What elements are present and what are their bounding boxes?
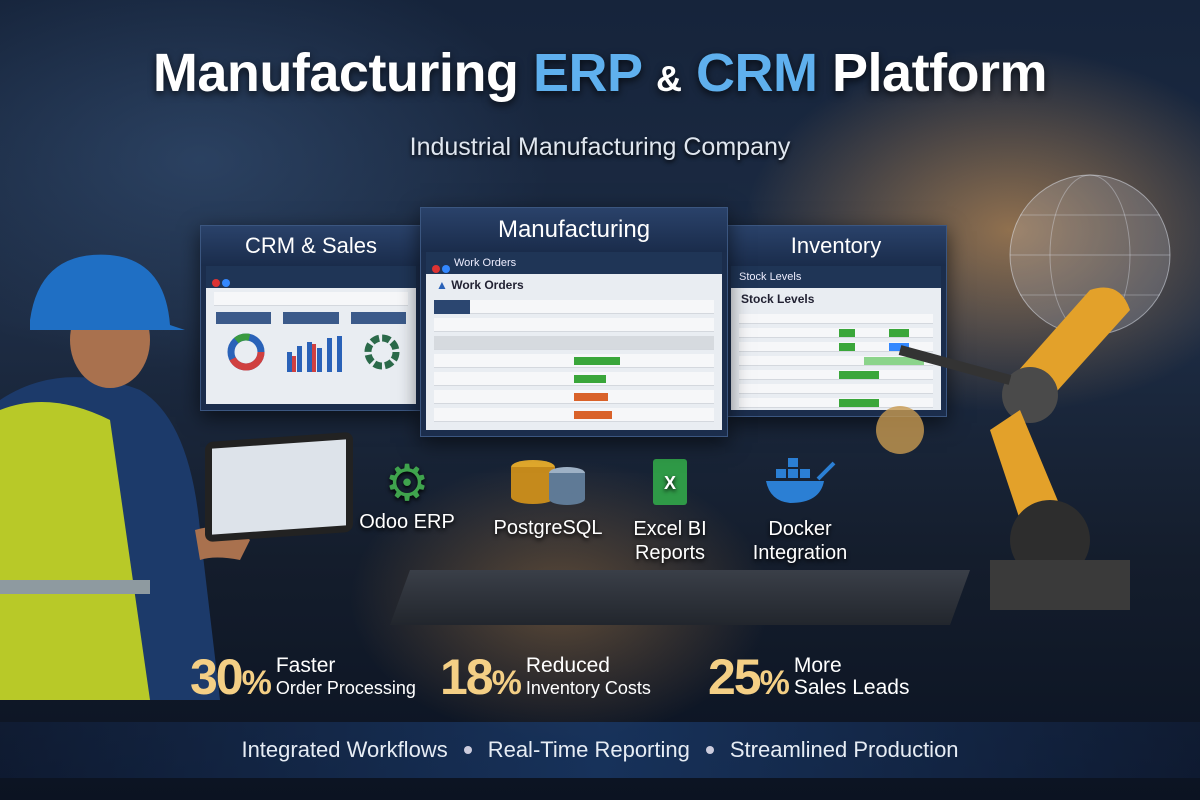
- ring-chart: [364, 334, 400, 370]
- table-row[interactable]: [434, 372, 714, 386]
- spreadsheet-icon: X: [653, 459, 687, 505]
- svg-text:X: X: [664, 473, 676, 493]
- features-band: Integrated Workflows Real-Time Reporting…: [0, 722, 1200, 778]
- bullet-icon: [463, 746, 472, 754]
- tech-odoo: ⚙ Odoo ERP: [352, 455, 462, 534]
- helmet-icon: [30, 254, 185, 330]
- inventory-panel: Inventory Stock Levels Stock Levels: [725, 225, 947, 417]
- charts: [216, 330, 406, 374]
- panel-title: Manufacturing: [421, 208, 727, 252]
- subtitle: Industrial Manufacturing Company: [409, 133, 791, 161]
- search-row[interactable]: [434, 300, 714, 314]
- bullet-icon: [705, 746, 714, 754]
- feature-item: Integrated Workflows: [241, 737, 448, 762]
- stat-inventory-costs: 18% Reduced Inventory Costs: [440, 649, 651, 705]
- donut-chart: [227, 333, 265, 371]
- bar-chart: [287, 336, 343, 372]
- page-title: Manufacturing ERP & CRM Platform: [152, 43, 1048, 103]
- tablet: [205, 431, 353, 543]
- feature-item: Streamlined Production: [729, 737, 959, 762]
- feature-item: Real-Time Reporting: [487, 737, 690, 762]
- stock-levels-heading: Stock Levels: [741, 292, 815, 306]
- work-orders-tab[interactable]: ▲ Work Orders: [436, 278, 524, 292]
- database-icon: [511, 460, 585, 505]
- gear-icon: ⚙: [384, 455, 430, 511]
- globe-icon: [1009, 174, 1171, 335]
- tech-docker: Docker Integration: [745, 455, 855, 565]
- table-row[interactable]: [434, 336, 714, 350]
- worker-illustration: [0, 254, 250, 700]
- stat-order-processing: 30% Faster Order Processing: [190, 649, 416, 705]
- table-row[interactable]: [434, 408, 714, 422]
- table-row[interactable]: [434, 354, 714, 368]
- panel-title: CRM & Sales: [201, 226, 421, 266]
- docker-whale-icon: [766, 458, 836, 503]
- window-title: Work Orders: [426, 252, 722, 274]
- table-row[interactable]: [434, 390, 714, 404]
- panel-title: Inventory: [726, 226, 946, 266]
- robot-arm-illustration: [876, 287, 1130, 610]
- tech-excel: X Excel BI Reports: [620, 455, 720, 565]
- crm-sales-panel: CRM & Sales: [200, 225, 422, 411]
- stat-sales-leads: 25% More Sales Leads: [708, 649, 910, 705]
- manufacturing-panel: Manufacturing Work Orders ▲ Work Orders: [420, 207, 728, 437]
- production-line: [389, 570, 971, 625]
- kpi-cards: [216, 312, 406, 324]
- tech-postgresql: PostgreSQL: [488, 455, 608, 540]
- window-title: Stock Levels: [731, 266, 941, 288]
